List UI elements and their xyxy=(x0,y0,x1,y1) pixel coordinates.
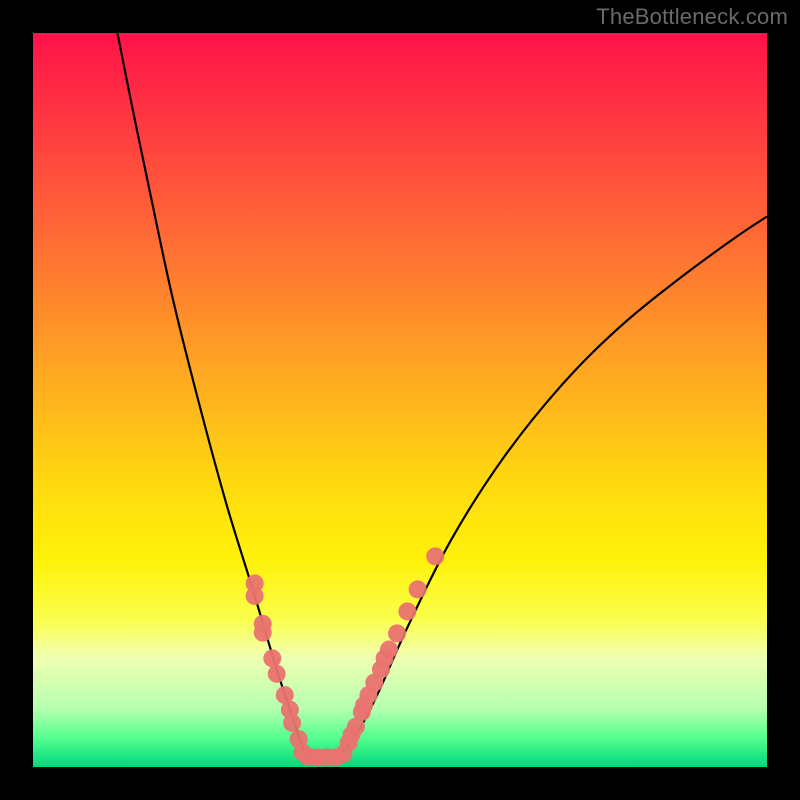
chart-canvas: TheBottleneck.com xyxy=(0,0,800,800)
plot-area xyxy=(33,33,767,767)
watermark-text: TheBottleneck.com xyxy=(596,4,788,30)
